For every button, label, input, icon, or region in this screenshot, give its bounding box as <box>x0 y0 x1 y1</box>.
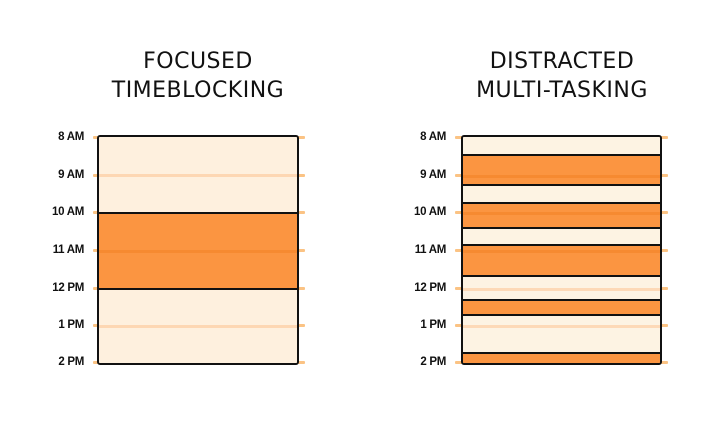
time-label-2pm: 2 PM <box>58 356 84 368</box>
task-block <box>463 202 660 229</box>
title-line-2: MULTI-TASKING <box>476 78 648 103</box>
time-label-2pm: 2 PM <box>420 356 446 368</box>
task-block <box>463 244 660 277</box>
free-block <box>463 227 660 246</box>
distracted-multitasking-title: DISTRACTED MULTI-TASKING <box>452 47 672 105</box>
time-label-11am: 11 AM <box>52 244 85 256</box>
time-label-10am: 10 AM <box>52 206 84 218</box>
hour-line <box>463 288 660 291</box>
focus-block <box>99 212 297 289</box>
title-line-1: DISTRACTED <box>489 49 635 74</box>
time-label-9am: 9 AM <box>58 169 84 181</box>
free-block <box>463 137 660 156</box>
time-label-9am: 9 AM <box>420 169 446 181</box>
task-block <box>463 154 660 186</box>
hour-line <box>99 325 297 328</box>
distracted-schedule-column <box>461 135 662 365</box>
task-block <box>463 299 660 316</box>
free-block <box>99 137 297 214</box>
free-block <box>463 184 660 204</box>
time-label-1pm: 1 PM <box>420 319 446 331</box>
free-block <box>99 288 297 363</box>
title-line-2: TIMEBLOCKING <box>111 78 285 103</box>
hour-line <box>463 212 660 215</box>
free-block <box>463 314 660 354</box>
focused-timeblocking-title: FOCUSED TIMEBLOCKING <box>98 47 298 105</box>
hour-line <box>99 174 297 177</box>
time-label-8am: 8 AM <box>420 131 446 143</box>
time-label-12pm: 12 PM <box>52 282 84 294</box>
time-label-11am: 11 AM <box>414 244 447 256</box>
time-label-1pm: 1 PM <box>58 319 84 331</box>
hour-line <box>99 250 297 253</box>
time-label-8am: 8 AM <box>58 131 84 143</box>
task-block <box>463 352 660 363</box>
time-label-12pm: 12 PM <box>414 282 446 294</box>
focused-schedule-column <box>97 135 299 365</box>
hour-line <box>463 175 660 178</box>
hour-line <box>463 250 660 253</box>
time-label-10am: 10 AM <box>414 206 446 218</box>
free-block <box>463 275 660 301</box>
title-line-1: FOCUSED <box>143 49 253 74</box>
hour-line <box>463 325 660 328</box>
